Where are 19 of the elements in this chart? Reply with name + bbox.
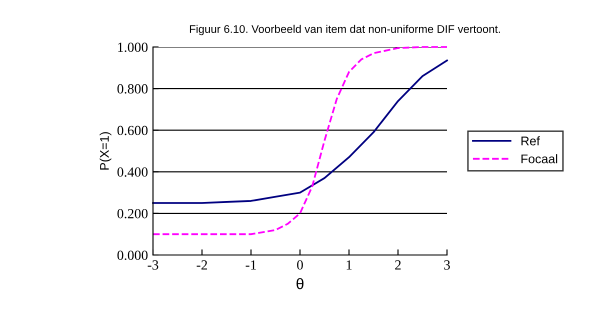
y-tick-label: 1.000 <box>118 42 148 52</box>
y-tick-label: 0.800 <box>117 84 148 94</box>
y-tick-label: 0.200 <box>117 208 148 218</box>
y-tick-label: 0.400 <box>117 167 148 177</box>
y-tick-label: 0.600 <box>117 126 148 136</box>
y-tick-label: 0.000 <box>117 250 148 260</box>
legend-label: Focaal <box>521 154 558 164</box>
x-tick-label: 0 <box>297 260 303 270</box>
x-tick-label: -3 <box>148 260 158 270</box>
x-tick-label: 2 <box>395 260 401 270</box>
chart-title: Figuur 6.10. Voorbeeld van item dat non-uniforme DIF vertoont. <box>190 24 500 36</box>
x-tick-label: 1 <box>346 260 352 270</box>
x-tick-label: -2 <box>196 260 208 270</box>
x-tick-label: -1 <box>246 260 256 270</box>
x-axis-title: θ <box>296 278 304 290</box>
legend-label: Ref <box>521 136 540 146</box>
line-series <box>152 60 448 204</box>
y-axis-title: P(X=1) <box>100 132 112 170</box>
x-tick-label: 3 <box>444 260 450 270</box>
